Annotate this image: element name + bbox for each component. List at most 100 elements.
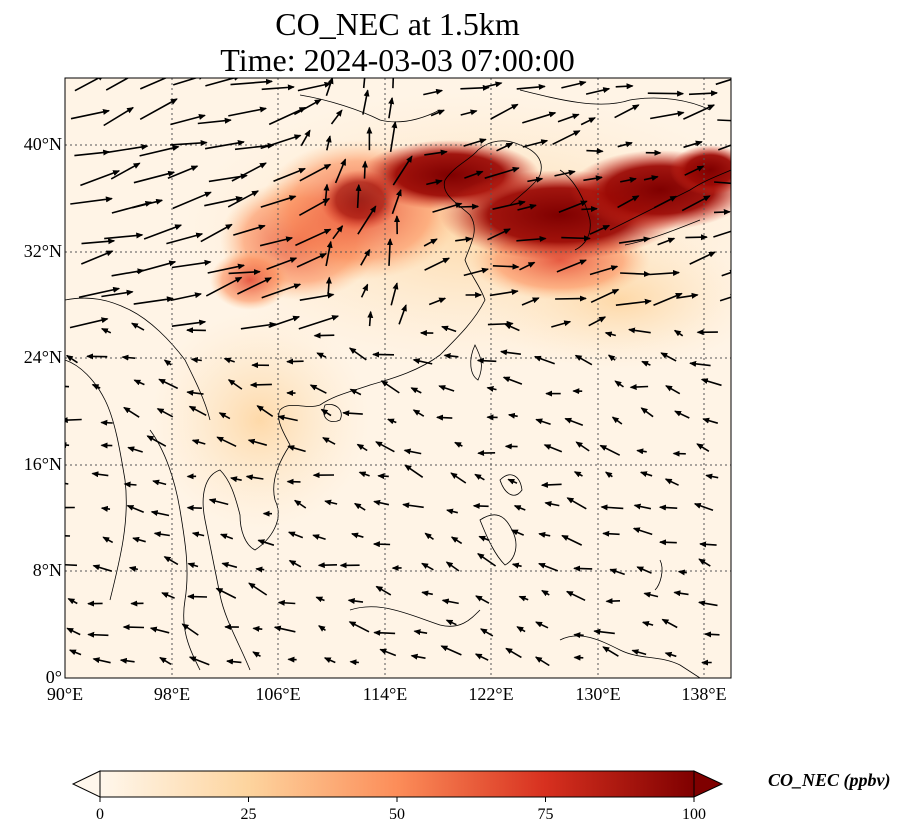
wind-arrow (188, 405, 207, 417)
wind-arrow (527, 176, 544, 183)
wind-arrow (325, 240, 333, 267)
wind-arrow (351, 532, 364, 539)
wind-arrow (287, 531, 304, 539)
wind-arrow (653, 292, 683, 306)
wind-arrow (181, 623, 199, 636)
wind-arrow (458, 203, 480, 210)
wind-arrow (297, 81, 332, 92)
wind-arrow (248, 582, 268, 596)
wind-arrow (126, 504, 145, 513)
wind-arrow (316, 352, 327, 359)
wind-arrow (101, 289, 134, 298)
wind-arrow (392, 78, 395, 89)
wind-arrow (653, 195, 678, 209)
wind-arrow (322, 436, 336, 445)
wind-arrow (102, 536, 114, 544)
wind-arrow (641, 620, 654, 627)
wind-arrow (683, 140, 703, 149)
wind-arrow (166, 232, 204, 245)
wind-arrow (673, 329, 684, 337)
wind-arrow (474, 473, 485, 481)
wind-arrow (287, 445, 306, 453)
wind-arrow (604, 471, 613, 479)
wind-arrow (683, 104, 716, 120)
wind-arrow (392, 155, 413, 186)
wind-arrow (191, 531, 205, 538)
wind-arrow (513, 505, 526, 511)
wind-arrow (702, 417, 719, 424)
wind-arrow (516, 235, 547, 242)
wind-arrow (715, 78, 731, 86)
wind-arrow (541, 589, 550, 597)
wind-arrow (66, 627, 81, 636)
wind-arrow (605, 598, 621, 605)
wind-arrow (573, 565, 593, 572)
wind-arrow (677, 569, 687, 576)
wind-arrow (313, 332, 335, 339)
wind-arrow (521, 297, 540, 306)
wind-arrow (81, 238, 116, 245)
wind-arrow (110, 162, 141, 180)
wind-arrow (510, 529, 525, 536)
wind-arrow (323, 183, 330, 206)
colorbar-max-extend (693, 770, 724, 798)
wind-arrow (69, 317, 109, 329)
wind-arrow (167, 165, 199, 179)
wind-arrow (172, 78, 206, 86)
wind-arrow (348, 347, 367, 361)
wind-arrow (486, 386, 497, 392)
wind-arrow (487, 228, 511, 241)
wind-arrow (227, 190, 259, 208)
wind-arrow (233, 224, 266, 236)
wind-arrow (538, 562, 559, 572)
wind-arrow (149, 626, 170, 634)
wind-arrow (450, 536, 463, 545)
wind-arrow (534, 656, 550, 667)
wind-arrow (323, 657, 336, 664)
wind-arrow (163, 359, 172, 367)
wind-arrow (487, 320, 514, 327)
wind-arrow (230, 476, 242, 483)
wind-arrow (357, 205, 377, 235)
wind-arrow (172, 191, 212, 210)
wind-arrow (423, 238, 438, 247)
wind-arrow (554, 169, 576, 177)
wind-arrow (477, 553, 497, 567)
wind-arrow (490, 103, 519, 120)
lat-tick-label: 8°N (32, 560, 62, 580)
wind-arrow (475, 595, 490, 604)
wind-arrow (330, 109, 343, 125)
wind-arrow (334, 158, 347, 184)
wind-arrow (286, 358, 304, 365)
wind-arrow (581, 205, 598, 212)
wind-arrow (450, 472, 467, 484)
wind-arrow (700, 378, 722, 387)
wind-arrow (91, 471, 109, 478)
lon-tick-label: 122°E (468, 684, 514, 704)
wind-arrow (68, 649, 82, 656)
wind-arrow (360, 248, 371, 266)
wind-arrow (443, 352, 459, 359)
wind-arrow (705, 473, 719, 480)
map-title-line1: CO_NEC at 1.5km (275, 6, 520, 42)
wind-arrow (403, 448, 422, 455)
wind-arrow (367, 310, 374, 327)
wind-arrow (266, 257, 298, 271)
wind-arrow (216, 436, 237, 448)
wind-arrow (362, 89, 370, 115)
wind-arrow (133, 170, 176, 184)
wind-arrow (387, 418, 397, 425)
wind-arrow (485, 81, 503, 88)
wind-arrow (273, 167, 306, 183)
wind-arrow (325, 135, 332, 151)
wind-arrow (261, 283, 302, 299)
wind-arrow (544, 501, 560, 507)
wind-arrow (227, 379, 243, 390)
wind-arrow (375, 585, 392, 596)
wind-arrow (500, 349, 522, 356)
wind-arrow (455, 236, 473, 243)
wind-arrow (355, 183, 362, 208)
wind-arrow (188, 656, 210, 666)
wind-arrow (156, 407, 174, 418)
